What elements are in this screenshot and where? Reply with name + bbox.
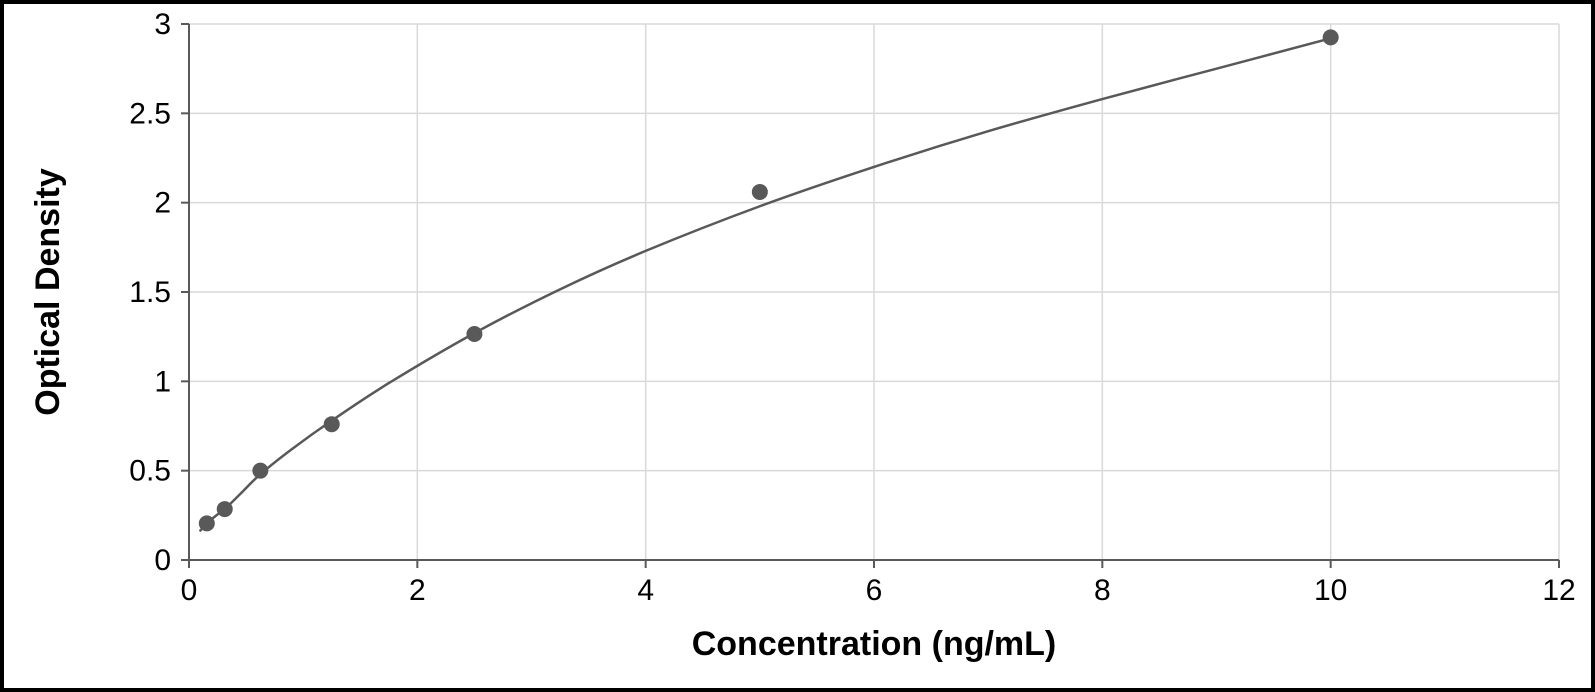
data-points: [199, 29, 1339, 531]
tick-labels: 0 2 4 6 8 10 12 0 0.5 1 1.5 2 2.5 3: [129, 8, 1575, 607]
y-tick-label: 1: [154, 365, 171, 398]
y-tick-label: 2.5: [129, 97, 171, 130]
y-tick-label: 0.5: [129, 455, 171, 488]
x-tick-label: 4: [637, 574, 654, 607]
x-tick-label: 12: [1542, 574, 1575, 607]
fitted-curve: [200, 38, 1330, 530]
x-tick-label: 0: [181, 574, 198, 607]
data-point: [217, 501, 233, 517]
y-tick-label: 1.5: [129, 276, 171, 309]
data-point: [1323, 29, 1339, 45]
axes: [181, 24, 1559, 568]
data-point: [324, 416, 340, 432]
chart-frame: 0 2 4 6 8 10 12 0 0.5 1 1.5 2 2.5 3 Optical Density C…: [0, 0, 1595, 692]
x-axis-title: Concentration (ng/mL): [692, 625, 1057, 663]
x-tick-label: 8: [1094, 574, 1111, 607]
y-tick-label: 2: [154, 187, 171, 220]
grid: [189, 24, 1559, 560]
y-tick-label: 3: [154, 8, 171, 41]
data-point: [752, 184, 768, 200]
data-point: [252, 463, 268, 479]
x-tick-label: 10: [1314, 574, 1347, 607]
y-tick-label: 0: [154, 544, 171, 577]
curve-path: [200, 38, 1330, 530]
x-tick-label: 6: [866, 574, 883, 607]
data-point: [466, 326, 482, 342]
y-axis-title: Optical Density: [29, 168, 67, 416]
chart-svg: 0 2 4 6 8 10 12 0 0.5 1 1.5 2 2.5 3 Optical Density C…: [4, 4, 1591, 688]
x-tick-label: 2: [409, 574, 426, 607]
data-point: [199, 515, 215, 531]
